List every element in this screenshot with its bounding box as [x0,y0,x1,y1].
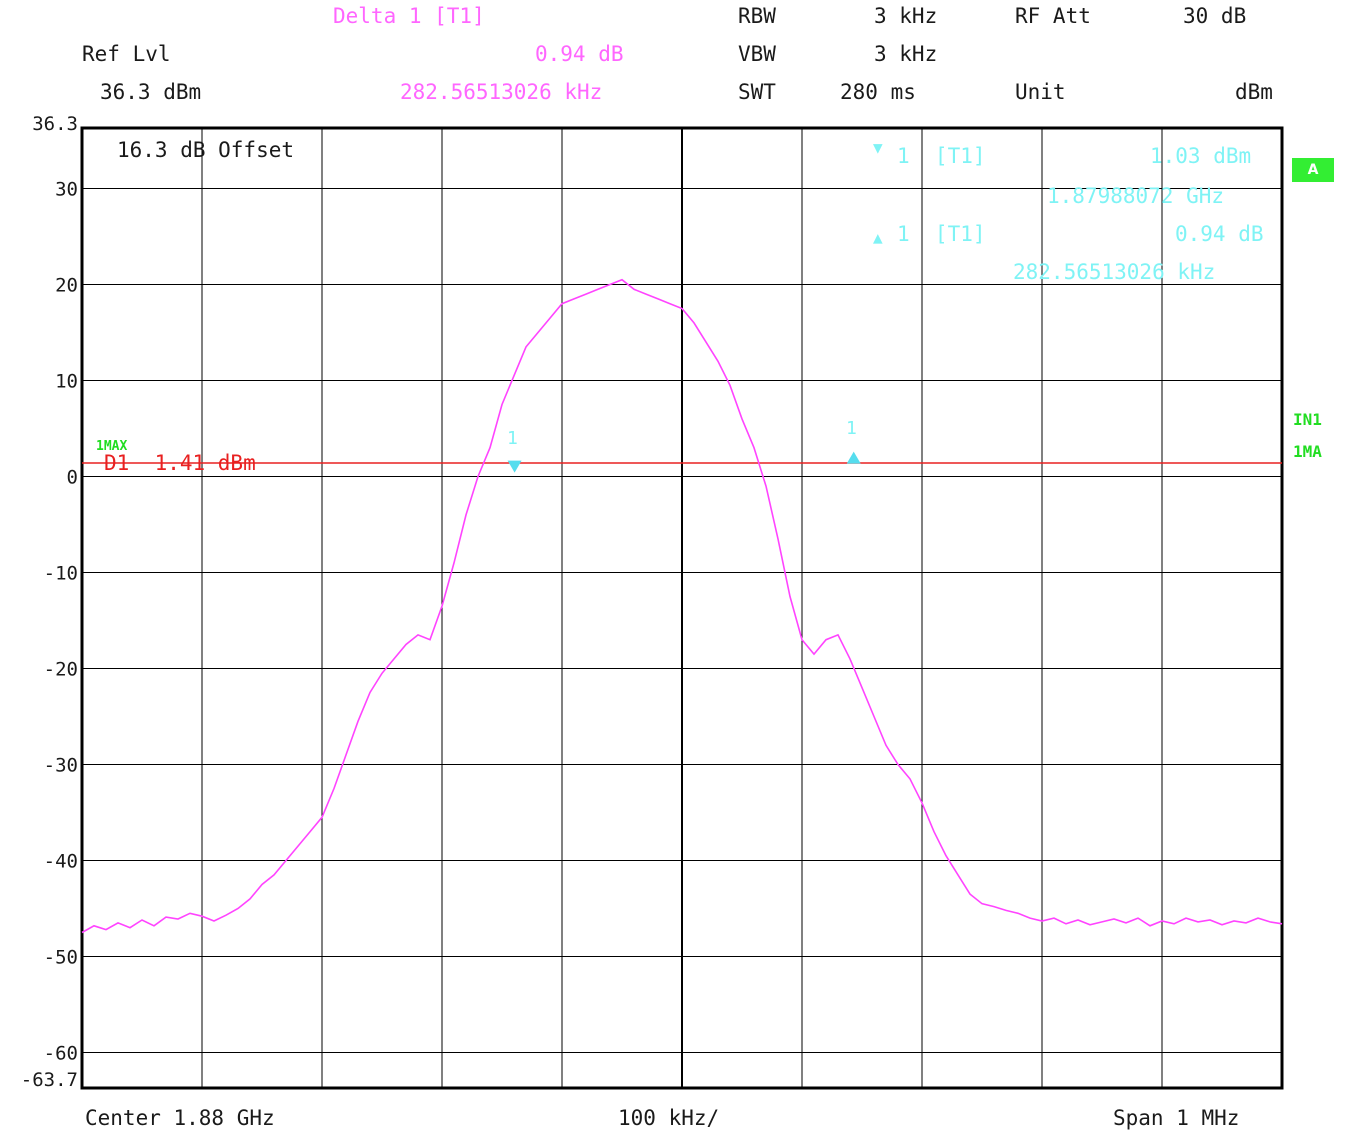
plot-grid [80,126,1284,1090]
delta-value: 0.94 dB [535,42,624,66]
ref-lvl-value: 36.3 dBm [100,80,202,104]
rfatt-label: RF Att [1015,4,1091,28]
y-axis-ticks: 36.3 30 20 10 0 -10 -20 -30 -40 -50 -60 -63.7 [21,113,78,1091]
y-tick-label: -20 [44,658,78,680]
marker-title: Delta 1 [T1] [333,4,485,28]
center-freq: Center 1.88 GHz [85,1106,275,1130]
vbw-label: VBW [738,42,776,66]
delta1-freq: 282.56513026 kHz [1013,260,1216,284]
marker-1-triangle [507,460,522,473]
y-tick-label: 20 [55,274,78,296]
delta1-symbol: ▲ [873,228,883,247]
swt-label: SWT [738,80,776,104]
freq-per-div: 100 kHz/ [618,1106,720,1130]
rfatt-value: 30 dB [1183,4,1247,28]
marker1-freq: 1.87988072 GHz [1047,184,1225,208]
y-tick-label: 0 [67,466,78,488]
delta1-level: 0.94 dB [1175,222,1264,246]
delta-freq: 282.56513026 kHz [400,80,603,104]
unit-value: dBm [1235,80,1273,104]
rbw-value: 3 kHz [874,4,938,28]
markers [507,451,861,473]
trace-badge-1max: 1MAX [96,439,128,454]
y-tick-label: -30 [44,754,78,776]
trace-a-badge: A [1292,158,1334,182]
vbw-value: 3 kHz [874,42,938,66]
y-tick-label: 30 [55,178,78,200]
unit-label: Unit [1015,80,1066,104]
y-tick-label: 10 [55,370,78,392]
delta1-num: 1 [846,418,857,439]
offset-text: 16.3 dB Offset [117,138,295,162]
y-tick-label: -40 [44,850,78,872]
span: Span 1 MHz [1113,1106,1240,1130]
y-tick-label: -60 [44,1042,78,1064]
trace-1 [81,278,1283,934]
marker1-level: 1.03 dBm [1150,144,1252,168]
delta1-label: 1 [T1] [897,222,986,246]
ref-lvl-label: Ref Lvl [82,42,171,66]
swt-value: 280 ms [840,80,916,104]
y-tick-label: -63.7 [21,1069,78,1091]
in1-label: IN1 [1293,410,1322,429]
y-tick-label: -10 [44,562,78,584]
delta-1-triangle [846,451,861,464]
ma-label: 1MA [1293,442,1322,461]
rbw-label: RBW [738,4,776,28]
y-tick-label: 36.3 [32,113,78,135]
y-tick-label: -50 [44,946,78,968]
display-line-label: D1 1.41 dBm [104,451,256,475]
marker1-label: 1 [T1] [897,144,986,168]
marker1-num: 1 [507,428,518,449]
marker1-symbol: ▼ [873,138,883,157]
